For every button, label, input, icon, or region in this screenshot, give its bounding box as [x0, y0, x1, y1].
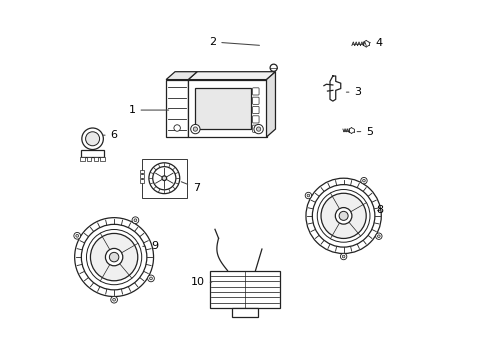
Circle shape [86, 132, 99, 146]
Circle shape [270, 64, 277, 71]
Circle shape [113, 298, 116, 301]
Circle shape [341, 253, 347, 260]
Circle shape [361, 177, 367, 184]
Circle shape [74, 233, 80, 239]
FancyBboxPatch shape [140, 174, 144, 178]
FancyBboxPatch shape [232, 308, 258, 317]
FancyBboxPatch shape [253, 125, 259, 132]
Circle shape [317, 189, 370, 242]
Circle shape [162, 176, 167, 180]
Text: 4: 4 [369, 38, 383, 48]
Circle shape [91, 233, 138, 281]
Text: 9: 9 [143, 241, 158, 251]
Circle shape [105, 248, 123, 266]
Text: 5: 5 [357, 127, 373, 136]
Text: 10: 10 [191, 277, 212, 287]
Text: 2: 2 [209, 37, 259, 47]
Circle shape [149, 277, 152, 280]
FancyBboxPatch shape [140, 170, 144, 173]
Circle shape [74, 218, 153, 297]
Circle shape [191, 125, 200, 134]
FancyBboxPatch shape [253, 107, 259, 114]
FancyBboxPatch shape [94, 157, 98, 161]
Polygon shape [267, 72, 275, 137]
FancyBboxPatch shape [195, 87, 251, 129]
FancyBboxPatch shape [188, 80, 267, 137]
Circle shape [134, 219, 137, 222]
Circle shape [76, 234, 78, 237]
Circle shape [363, 179, 365, 182]
FancyBboxPatch shape [253, 116, 259, 123]
Text: 8: 8 [376, 206, 383, 216]
Circle shape [306, 178, 381, 253]
Circle shape [149, 163, 180, 194]
FancyBboxPatch shape [80, 157, 85, 161]
Polygon shape [166, 72, 197, 80]
Circle shape [254, 125, 263, 134]
FancyBboxPatch shape [142, 159, 187, 198]
FancyBboxPatch shape [81, 149, 104, 157]
FancyBboxPatch shape [210, 271, 280, 308]
Polygon shape [188, 72, 275, 80]
Circle shape [153, 167, 176, 190]
FancyBboxPatch shape [166, 80, 188, 137]
Circle shape [307, 194, 310, 197]
Circle shape [193, 127, 197, 131]
Circle shape [111, 296, 118, 303]
Text: 3: 3 [346, 87, 362, 97]
Circle shape [376, 233, 382, 239]
FancyBboxPatch shape [87, 157, 92, 161]
Circle shape [312, 185, 375, 247]
Circle shape [109, 252, 119, 262]
Circle shape [321, 193, 366, 238]
FancyBboxPatch shape [140, 179, 144, 183]
Circle shape [174, 125, 180, 131]
Text: 6: 6 [102, 130, 118, 140]
Circle shape [339, 211, 348, 220]
Text: 7: 7 [181, 182, 200, 193]
Circle shape [335, 208, 352, 224]
Circle shape [81, 224, 147, 290]
Circle shape [132, 217, 139, 224]
Circle shape [82, 128, 103, 149]
Circle shape [305, 192, 312, 199]
Circle shape [343, 255, 345, 258]
FancyBboxPatch shape [253, 88, 259, 95]
Circle shape [87, 229, 142, 285]
Circle shape [377, 235, 380, 238]
Text: 1: 1 [128, 105, 169, 115]
Circle shape [147, 275, 154, 282]
FancyBboxPatch shape [253, 97, 259, 104]
FancyBboxPatch shape [100, 157, 105, 161]
Circle shape [256, 127, 261, 131]
